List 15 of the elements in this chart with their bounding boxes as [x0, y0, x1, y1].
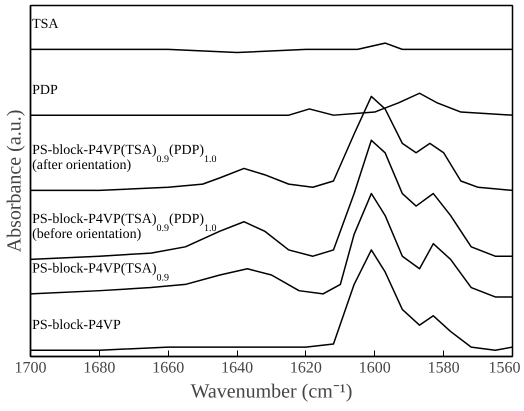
x-tick-label: 1680 [83, 360, 116, 376]
x-tick-label: 1640 [221, 360, 254, 376]
x-tick-label: 1600 [358, 360, 391, 376]
annotation: (after orientation) [32, 158, 132, 174]
annotation: (before orientation) [32, 227, 142, 242]
x-tick-label: 1620 [290, 360, 322, 376]
series-label: TSA [32, 17, 60, 32]
x-tick-label: 1560 [488, 360, 520, 376]
series-label: PDP [32, 82, 58, 98]
x-tick-label: 1700 [14, 360, 46, 376]
x-tick-label: 1660 [152, 360, 184, 376]
series-label: PS-block-P4VP [32, 318, 121, 333]
x-axis-title: Wavenumber (cm⁻¹) [190, 380, 352, 402]
x-tick-label: 1580 [428, 360, 460, 376]
y-axis-title: Absorbance (a.u.) [4, 110, 26, 252]
